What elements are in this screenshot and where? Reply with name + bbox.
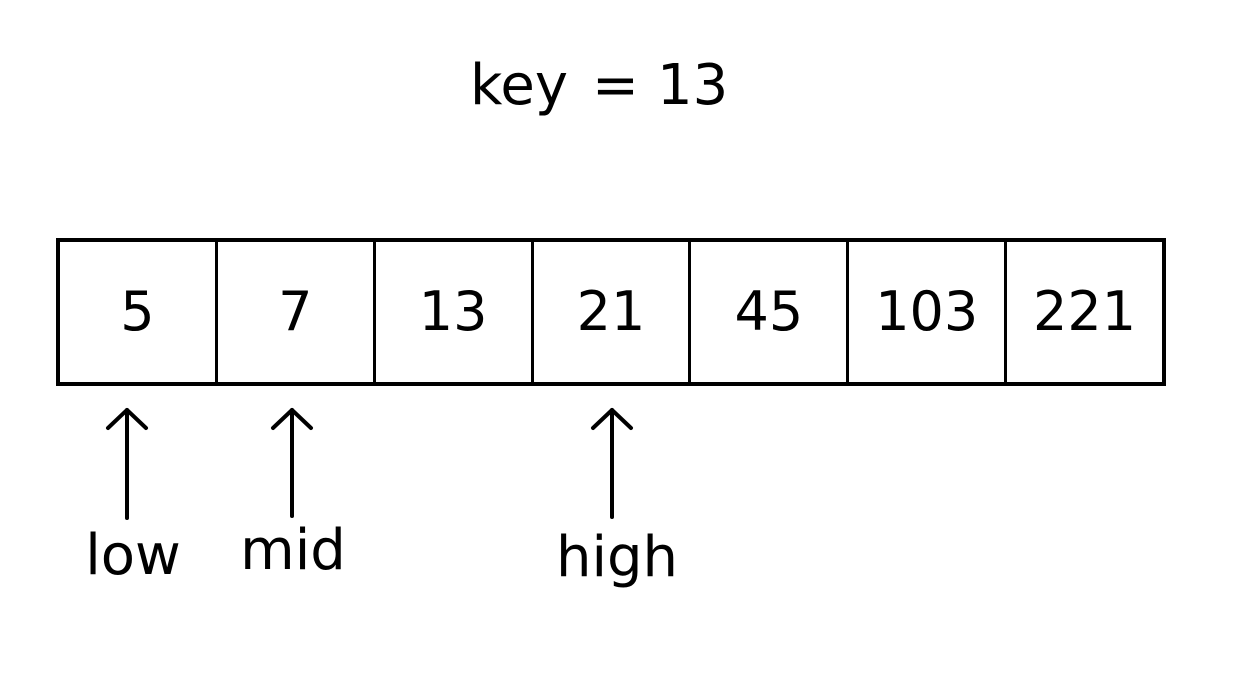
array-cell: 21: [534, 242, 692, 382]
key-value: 13: [656, 53, 729, 118]
pointer-label-low: low: [85, 523, 181, 588]
array: 5 7 13 21 45 103 221: [56, 238, 1166, 386]
array-cell: 103: [849, 242, 1008, 382]
array-cell: 221: [1033, 280, 1137, 343]
key-equals: =: [592, 53, 639, 118]
array-cell: 5: [60, 242, 218, 382]
pointer-label-mid: mid: [240, 518, 346, 583]
key-line: key = 13: [470, 58, 728, 138]
pointer-arrow-high: [591, 408, 633, 519]
array-cell: 7: [218, 242, 376, 382]
pointer-label-high: high: [555, 525, 679, 590]
key-name: key: [470, 53, 569, 118]
array-cell: 45: [691, 242, 850, 382]
pointer-arrow-mid: [271, 408, 313, 518]
pointer-arrow-low: [106, 408, 148, 520]
array-cell: 13: [376, 242, 534, 382]
